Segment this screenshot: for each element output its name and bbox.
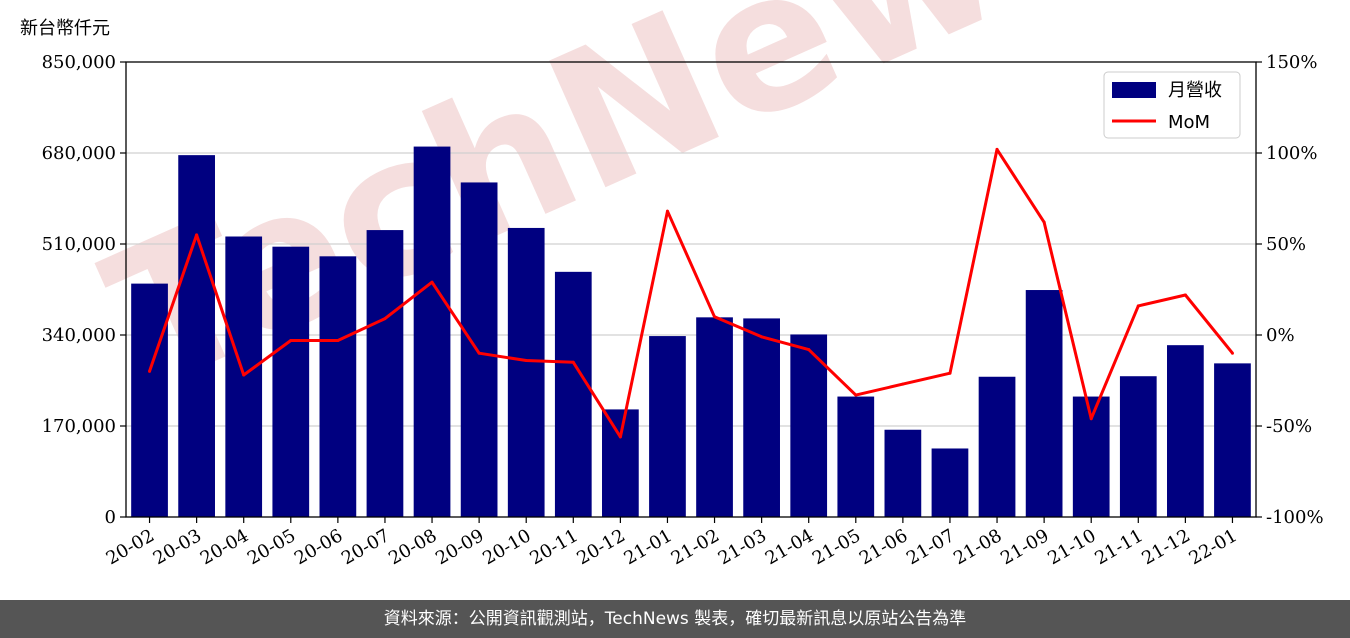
y-left-tick-label: 850,000 <box>42 52 116 73</box>
mom-point-21-06 <box>901 382 905 386</box>
x-tick-label: 20-03 <box>150 525 205 569</box>
x-tick-label: 21-03 <box>715 525 770 569</box>
source-footer: 資料來源：公開資訊觀測站，TechNews 製表，確切最新訊息以原站公告為準 <box>0 600 1350 638</box>
mom-point-20-04 <box>242 373 246 377</box>
plot-frame <box>125 61 1257 518</box>
bar-21-04 <box>790 334 828 517</box>
mom-point-20-09 <box>477 351 481 355</box>
bar-21-02 <box>696 317 733 517</box>
mom-point-21-09 <box>1042 220 1046 224</box>
bar-20-08 <box>413 146 451 517</box>
x-tick-label: 21-10 <box>1044 525 1099 569</box>
mom-point-20-07 <box>383 317 387 321</box>
bar-22-01 <box>1214 363 1251 517</box>
mom-point-21-03 <box>760 335 764 339</box>
bar-20-05 <box>272 246 310 518</box>
mom-point-20-06 <box>336 338 340 342</box>
mom-point-20-11 <box>571 360 575 364</box>
bar-20-09 <box>460 182 498 518</box>
mom-point-21-04 <box>807 348 811 352</box>
legend: 月營收 MoM <box>1103 71 1241 139</box>
x-tick-label: 20-02 <box>103 525 158 569</box>
y-right-tick-label: 50% <box>1266 234 1306 255</box>
bar-21-11 <box>1119 376 1157 517</box>
y-right-tick-label: -50% <box>1266 416 1312 437</box>
line-series <box>148 147 1234 439</box>
bar-20-11 <box>554 271 592 517</box>
mom-point-20-05 <box>289 338 293 342</box>
mom-point-20-12 <box>618 435 622 439</box>
mom-line <box>148 147 1234 439</box>
x-tick-label: 20-10 <box>479 525 534 569</box>
mom-point-20-08 <box>430 280 434 284</box>
bar-series <box>131 146 1251 518</box>
x-tick-label: 21-04 <box>762 525 817 569</box>
x-tick-label: 21-02 <box>668 525 723 569</box>
mom-point-20-02 <box>148 369 152 373</box>
chart: TechNews 0170,000340,000510,000680,00085… <box>42 0 1324 569</box>
bar-20-10 <box>507 227 545 518</box>
x-tick-label: 21-09 <box>997 525 1052 569</box>
x-tick-label: 21-05 <box>809 525 864 569</box>
legend-swatch-bar <box>1112 82 1156 98</box>
bar-21-09 <box>1025 290 1063 517</box>
x-tick-label: 20-09 <box>432 525 487 569</box>
x-tick-label: 20-05 <box>244 525 299 569</box>
mom-point-21-01 <box>665 209 669 213</box>
bar-21-01 <box>649 336 686 517</box>
y-left-tick-label: 680,000 <box>42 143 116 164</box>
grid <box>126 152 1256 427</box>
bar-20-04 <box>225 236 263 517</box>
bar-21-03 <box>743 318 780 517</box>
bar-20-07 <box>366 230 404 518</box>
mom-point-21-10 <box>1089 417 1093 421</box>
x-tick-label: 20-06 <box>291 525 346 569</box>
legend-label-bar: 月營收 <box>1168 80 1222 101</box>
bar-21-08 <box>978 376 1016 517</box>
x-tick-label: 22-01 <box>1186 525 1241 569</box>
mom-point-21-12 <box>1183 293 1187 297</box>
x-tick-label: 21-08 <box>950 525 1005 569</box>
mom-point-21-11 <box>1136 304 1140 308</box>
mom-point-21-08 <box>995 147 999 151</box>
y-left-tick-label: 0 <box>105 507 116 528</box>
y-right-tick-label: -100% <box>1266 507 1324 528</box>
y-left-tick-label: 510,000 <box>42 234 116 255</box>
mom-point-20-03 <box>195 233 199 237</box>
x-tick-label: 21-12 <box>1138 525 1193 569</box>
x-tick-label: 20-04 <box>197 525 252 569</box>
x-tick-label: 21-11 <box>1091 525 1146 569</box>
y-left-tick-label: 340,000 <box>42 325 116 346</box>
x-tick-label: 21-06 <box>856 525 911 569</box>
y-right-tick-label: 150% <box>1266 52 1317 73</box>
mom-point-21-07 <box>948 371 952 375</box>
y-left-tick-label: 170,000 <box>42 416 116 437</box>
bar-21-12 <box>1167 345 1204 517</box>
bar-20-12 <box>602 409 639 517</box>
y-axis-unit-label: 新台幣仟元 <box>20 18 110 39</box>
mom-point-21-05 <box>854 393 858 397</box>
x-tick-label: 20-07 <box>338 525 393 569</box>
legend-label-line: MoM <box>1168 112 1210 133</box>
bar-20-02 <box>131 283 168 517</box>
x-tick-label: 20-12 <box>573 525 628 569</box>
x-tick-label: 20-11 <box>526 525 581 569</box>
bar-20-06 <box>319 256 357 517</box>
x-tick-label: 21-07 <box>903 525 958 569</box>
y-right-tick-label: 100% <box>1266 143 1317 164</box>
bar-21-05 <box>837 396 875 517</box>
bar-21-07 <box>931 448 969 517</box>
x-tick-label: 21-01 <box>621 525 676 569</box>
mom-point-22-01 <box>1230 351 1234 355</box>
x-tick-label: 20-08 <box>385 525 440 569</box>
y-right-tick-label: 0% <box>1266 325 1295 346</box>
bar-20-03 <box>178 155 215 517</box>
mom-point-21-02 <box>713 315 717 319</box>
mom-point-20-10 <box>524 358 528 362</box>
bar-21-06 <box>884 429 922 517</box>
